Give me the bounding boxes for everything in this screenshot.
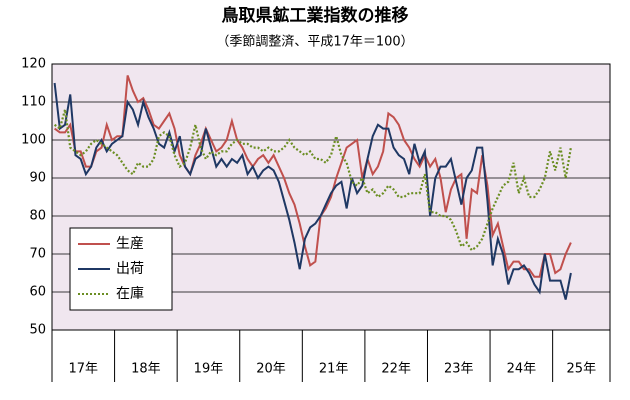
x-tick-label: 17年 bbox=[69, 362, 99, 377]
x-tick-label: 21年 bbox=[319, 362, 349, 377]
x-tick-label: 23年 bbox=[444, 362, 474, 377]
y-tick-label: 110 bbox=[21, 95, 46, 110]
y-tick-label: 100 bbox=[21, 133, 46, 148]
x-tick-label: 19年 bbox=[194, 362, 224, 377]
chart-subtitle: （季節調整済、平成17年＝100） bbox=[216, 34, 413, 50]
y-tick-label: 60 bbox=[29, 285, 46, 300]
y-tick-label: 90 bbox=[29, 171, 46, 186]
series-line bbox=[53, 82, 572, 300]
x-tick-label: 20年 bbox=[256, 362, 286, 377]
y-tick-label: 80 bbox=[29, 209, 46, 224]
legend-label: 生産 bbox=[116, 236, 144, 252]
x-tick-label: 24年 bbox=[507, 362, 537, 377]
y-tick-label: 70 bbox=[29, 247, 46, 262]
x-tick-label: 18年 bbox=[131, 362, 161, 377]
legend-label: 出荷 bbox=[116, 261, 144, 277]
x-tick-label: 22年 bbox=[381, 362, 411, 377]
y-tick-label: 50 bbox=[29, 323, 46, 338]
legend-label: 在庫 bbox=[116, 285, 144, 302]
y-tick-label: 120 bbox=[21, 57, 46, 72]
x-tick-label: 25年 bbox=[567, 362, 597, 377]
chart-title: 鳥取県鉱工業指数の推移 bbox=[222, 5, 409, 26]
series-line bbox=[53, 109, 572, 252]
